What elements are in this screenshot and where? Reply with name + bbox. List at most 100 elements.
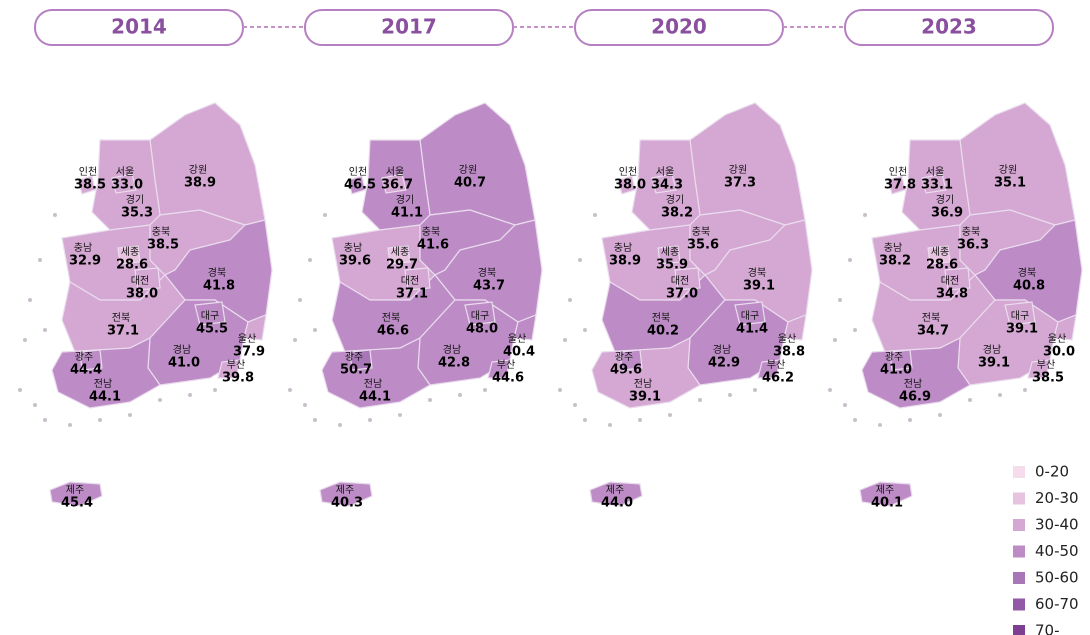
legend-swatch bbox=[1013, 466, 1025, 478]
region-value: 38.5 bbox=[147, 238, 179, 253]
region-value: 44.1 bbox=[89, 390, 121, 405]
region-name: 대전 bbox=[941, 275, 959, 287]
island bbox=[908, 418, 912, 422]
island bbox=[728, 393, 732, 397]
region-value: 37.1 bbox=[107, 324, 139, 339]
region bbox=[349, 349, 373, 371]
legend-swatch bbox=[1013, 545, 1025, 558]
region-name: 제주 bbox=[876, 484, 894, 496]
region-value: 37.9 bbox=[233, 345, 265, 360]
region-value: 41.0 bbox=[168, 356, 200, 371]
region-value: 41.1 bbox=[391, 206, 423, 221]
region-value: 33.1 bbox=[921, 178, 953, 193]
island bbox=[698, 398, 702, 402]
region bbox=[321, 336, 431, 409]
region-value: 30.0 bbox=[1043, 345, 1075, 360]
region bbox=[921, 173, 947, 194]
region bbox=[959, 102, 1076, 226]
region-value: 37.8 bbox=[884, 178, 916, 193]
region-name: 부산 bbox=[767, 359, 785, 371]
region-name: 세종 bbox=[661, 246, 679, 258]
region-value: 44.1 bbox=[359, 390, 391, 405]
region bbox=[651, 173, 677, 194]
region-name: 대구 bbox=[201, 310, 219, 322]
region bbox=[889, 349, 913, 371]
region-name: 충남 bbox=[344, 242, 362, 254]
region-name: 부산 bbox=[497, 359, 515, 371]
island bbox=[53, 213, 57, 217]
region-value: 34.7 bbox=[917, 324, 949, 339]
region-name: 울산 bbox=[238, 333, 256, 345]
legend-label: 20-30 bbox=[1035, 489, 1079, 507]
island bbox=[853, 418, 857, 422]
region-value: 39.1 bbox=[629, 390, 661, 405]
region-value: 38.5 bbox=[74, 178, 106, 193]
region bbox=[944, 267, 971, 291]
region-name: 충남 bbox=[614, 242, 632, 254]
region-name: 경남 bbox=[713, 343, 731, 356]
island bbox=[483, 388, 487, 392]
island bbox=[38, 258, 42, 262]
region-value: 38.9 bbox=[184, 176, 216, 191]
legend-label: 60-70 bbox=[1035, 595, 1079, 613]
island bbox=[1023, 388, 1027, 392]
region-name: 경기 bbox=[936, 193, 954, 206]
region-name: 강원 bbox=[999, 164, 1017, 176]
island bbox=[23, 338, 27, 342]
region-name: 인천 bbox=[349, 166, 367, 178]
island bbox=[853, 328, 857, 332]
region-value: 38.9 bbox=[609, 254, 641, 269]
region-name: 전북 bbox=[652, 312, 670, 324]
region bbox=[117, 245, 141, 265]
island bbox=[213, 388, 217, 392]
region bbox=[617, 175, 636, 195]
island bbox=[33, 403, 37, 407]
island bbox=[303, 403, 307, 407]
legend-label: 50-60 bbox=[1035, 569, 1079, 587]
region-name: 경기 bbox=[396, 193, 414, 206]
region-name: 충북 bbox=[152, 226, 170, 238]
island bbox=[458, 393, 462, 397]
island bbox=[158, 398, 162, 402]
region-name: 경기 bbox=[666, 193, 684, 206]
region bbox=[381, 173, 407, 194]
legend-swatch bbox=[1013, 598, 1025, 611]
region bbox=[111, 173, 137, 194]
island bbox=[188, 393, 192, 397]
year-label: 2023 bbox=[921, 15, 977, 39]
island bbox=[593, 213, 597, 217]
island bbox=[848, 258, 852, 262]
region bbox=[79, 349, 103, 371]
region-value: 40.7 bbox=[454, 176, 486, 191]
region-value: 33.0 bbox=[111, 178, 143, 193]
island bbox=[398, 413, 402, 417]
island bbox=[968, 398, 972, 402]
region-value: 49.6 bbox=[610, 363, 642, 378]
region-name: 부산 bbox=[1037, 359, 1055, 371]
island bbox=[583, 328, 587, 332]
region-name: 세종 bbox=[121, 246, 139, 258]
region-name: 전남 bbox=[904, 378, 922, 390]
region-value: 38.2 bbox=[879, 254, 911, 269]
legend-label: 0-20 bbox=[1035, 463, 1069, 481]
region-value: 36.3 bbox=[957, 238, 989, 253]
region-value: 37.0 bbox=[666, 287, 698, 302]
region bbox=[194, 301, 226, 326]
region bbox=[319, 481, 373, 507]
region-name: 광주 bbox=[75, 351, 93, 363]
region-name: 충북 bbox=[962, 226, 980, 238]
island bbox=[583, 418, 587, 422]
island bbox=[878, 423, 882, 427]
region-value: 42.9 bbox=[708, 356, 740, 371]
region-name: 제주 bbox=[606, 484, 624, 496]
region-name: 울산 bbox=[508, 333, 526, 345]
island bbox=[828, 388, 832, 392]
region-name: 전남 bbox=[634, 378, 652, 390]
region-value: 44.0 bbox=[601, 496, 633, 511]
region-value: 38.8 bbox=[773, 345, 805, 360]
region-name: 인천 bbox=[79, 166, 97, 178]
region-value: 39.1 bbox=[978, 356, 1010, 371]
island bbox=[313, 328, 317, 332]
region-value: 40.4 bbox=[503, 345, 535, 360]
